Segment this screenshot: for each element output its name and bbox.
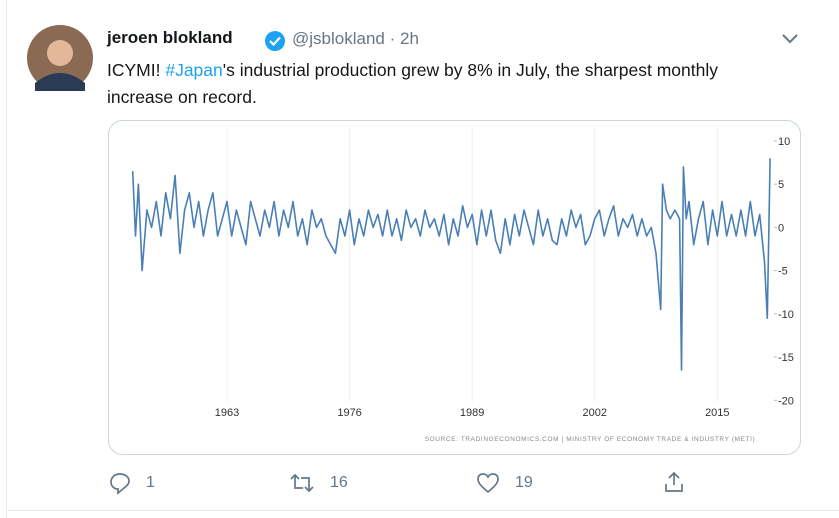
y-tick-label: 0 (778, 222, 784, 234)
x-tick-label: 2015 (705, 407, 729, 419)
menu-chevron[interactable] (780, 32, 800, 46)
time[interactable]: 2h (399, 29, 419, 48)
hashtag[interactable]: #Japan (165, 60, 223, 80)
chart-frame (108, 120, 801, 455)
y-tick-label: -5 (778, 266, 788, 278)
source: SOURCE: TRADINGECONOMICS.COM | MINISTRY … (425, 436, 756, 443)
text: 's industrial production grew by 8% in J… (107, 60, 718, 107)
border (6, 0, 7, 518)
y-tick-label: -20 (778, 395, 794, 407)
x-tick-label: 1963 (215, 407, 239, 419)
like-icon[interactable] (476, 471, 500, 495)
handle[interactable]: @jsblokland (292, 29, 385, 48)
border (6, 510, 839, 511)
y-tick-label: 5 (778, 179, 784, 191)
reply-count: 1 (146, 474, 155, 491)
meta: @jsblokland · 2h (292, 29, 419, 48)
reply-icon[interactable] (108, 471, 132, 495)
retweet-icon[interactable] (288, 471, 316, 495)
y-tick-label: -15 (778, 352, 794, 364)
tweet-text: ICYMI! #Japan's industrial production gr… (107, 57, 767, 111)
text: ICYMI! (107, 60, 166, 80)
retweet-count: 16 (330, 474, 348, 491)
x-tick-label: 1989 (460, 407, 484, 419)
user-name[interactable]: jeroen blokland (107, 28, 233, 47)
y-tick-label: 10 (778, 136, 790, 148)
y-tick-label: -10 (778, 309, 794, 321)
verified-badge (265, 31, 285, 51)
share-icon[interactable] (662, 470, 686, 494)
line (131, 158, 771, 371)
x-tick-label: 2002 (582, 407, 606, 419)
like-count: 19 (515, 474, 533, 491)
avatar[interactable] (27, 25, 93, 91)
x-tick-label: 1976 (337, 407, 361, 419)
